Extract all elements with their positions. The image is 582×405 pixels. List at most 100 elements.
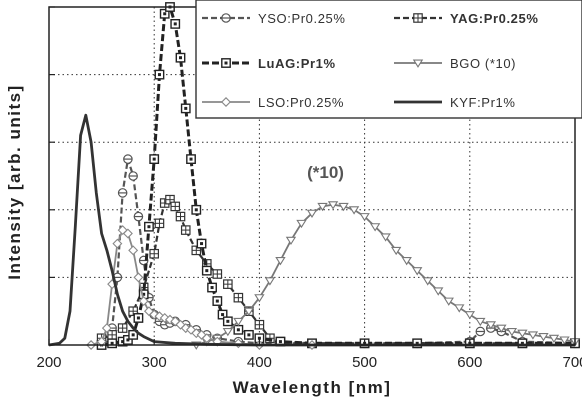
- data-point: [175, 319, 186, 330]
- data-point: [122, 335, 133, 345]
- series-5: [48, 113, 575, 347]
- data-point: [112, 238, 123, 249]
- data-point: [191, 245, 202, 256]
- data-point: [264, 277, 276, 286]
- x-tick-label: 200: [36, 354, 61, 371]
- legend-box: [195, 0, 582, 119]
- data-point: [133, 313, 144, 323]
- data-point: [122, 228, 133, 239]
- legend: YSO:Pr0.25% YAG:Pr0.25% LuAG:Pr1% BGO (*10)…: [195, 0, 582, 119]
- data-point: [527, 331, 539, 340]
- data-point: [433, 287, 444, 296]
- data-point: [196, 238, 207, 249]
- series-4: [86, 225, 317, 350]
- data-point: [517, 329, 528, 338]
- legend-label: LuAG:Pr1%: [258, 56, 336, 71]
- data-point: [186, 324, 196, 335]
- legend-label: YSO:Pr0.25%: [258, 11, 346, 26]
- legend-label: LSO:Pr0.25%: [258, 95, 344, 110]
- data-point: [180, 225, 191, 235]
- legend-entry: YAG:Pr0.25%: [394, 11, 539, 26]
- legend-marker: [413, 13, 423, 23]
- legend-marker: [221, 13, 231, 23]
- data-point: [454, 304, 465, 313]
- data-point: [359, 213, 370, 222]
- data-point: [212, 296, 223, 306]
- series-2: [96, 2, 580, 350]
- data-point: [485, 321, 497, 330]
- data-point: [165, 314, 175, 325]
- data-point: [165, 194, 175, 205]
- data-point: [496, 324, 507, 333]
- data-point: [422, 277, 433, 286]
- legend-entry: BGO (*10): [394, 56, 516, 71]
- legend-label: BGO (*10): [450, 56, 516, 71]
- legend-marker: [412, 59, 424, 68]
- data-point: [107, 338, 118, 349]
- data-point: [175, 211, 186, 222]
- data-point: [317, 202, 328, 212]
- data-point: [123, 154, 133, 164]
- data-point: [133, 272, 144, 283]
- data-point: [180, 323, 191, 334]
- data-point: [233, 292, 244, 303]
- data-point: [180, 103, 191, 114]
- data-point: [517, 338, 528, 349]
- data-point: [149, 154, 160, 164]
- data-point: [117, 188, 128, 198]
- data-point: [144, 221, 154, 232]
- data-point: [186, 154, 196, 164]
- data-point: [559, 336, 570, 345]
- data-point: [233, 324, 244, 335]
- data-point: [254, 294, 265, 303]
- data-point: [217, 309, 228, 320]
- data-point: [159, 8, 170, 19]
- data-point: [254, 319, 265, 330]
- x-tick-label: 700: [562, 354, 582, 371]
- data-point: [154, 218, 165, 229]
- data-point: [212, 269, 223, 279]
- data-point: [117, 323, 128, 333]
- x-tick-label: 600: [457, 354, 482, 371]
- x-axis-label: Wavelength [nm]: [233, 378, 392, 397]
- data-point: [548, 334, 560, 344]
- data-point: [96, 336, 107, 347]
- data-point: [369, 223, 381, 232]
- data-point: [538, 333, 549, 342]
- data-point: [222, 327, 234, 337]
- y-axis-label: Intensity [arb. units]: [5, 84, 24, 279]
- data-point: [475, 317, 486, 327]
- legend-entry: KYF:Pr1%: [394, 95, 515, 110]
- legend-label: YAG:Pr0.25%: [450, 11, 539, 26]
- x-tick-label: 400: [247, 354, 272, 371]
- data-point: [149, 248, 159, 259]
- data-point: [275, 257, 286, 266]
- data-point: [506, 327, 518, 337]
- data-point: [338, 202, 349, 212]
- legend-marker: [221, 97, 231, 107]
- legend-marker: [221, 58, 231, 68]
- data-point: [327, 201, 339, 210]
- data-point: [207, 282, 217, 293]
- data-point: [170, 201, 181, 212]
- data-point: [412, 338, 423, 349]
- axis-ticks: 200 300 400 500 600 700: [36, 6, 582, 371]
- data-point: [390, 246, 402, 256]
- data-point: [101, 323, 112, 334]
- data-point: [401, 257, 412, 266]
- series-line: [48, 113, 575, 347]
- data-point: [243, 307, 255, 317]
- data-point: [107, 330, 117, 340]
- data-point: [201, 265, 212, 276]
- series-3: [191, 201, 581, 350]
- data-point: [223, 279, 233, 289]
- data-point: [443, 297, 454, 306]
- data-point: [138, 296, 149, 307]
- data-point: [412, 267, 423, 276]
- data-point: [133, 211, 144, 222]
- data-point: [170, 19, 181, 29]
- data-point: [233, 317, 244, 327]
- data-point: [201, 333, 212, 344]
- x-tick-label: 500: [352, 354, 377, 371]
